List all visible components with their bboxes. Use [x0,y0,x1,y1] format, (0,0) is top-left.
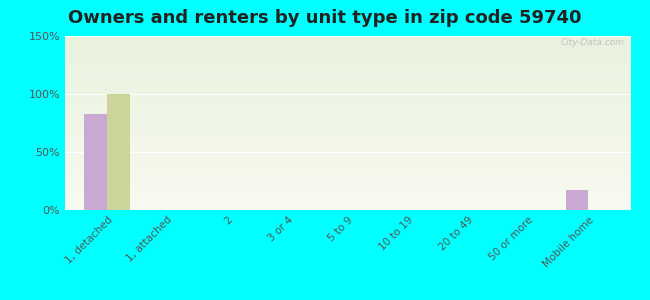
Bar [84,114,107,210]
Text: City-Data.com: City-Data.com [561,38,625,47]
Text: Owners and renters by unit type in zip code 59740: Owners and renters by unit type in zip c… [68,9,582,27]
Bar [107,94,130,210]
Bar [566,190,588,210]
